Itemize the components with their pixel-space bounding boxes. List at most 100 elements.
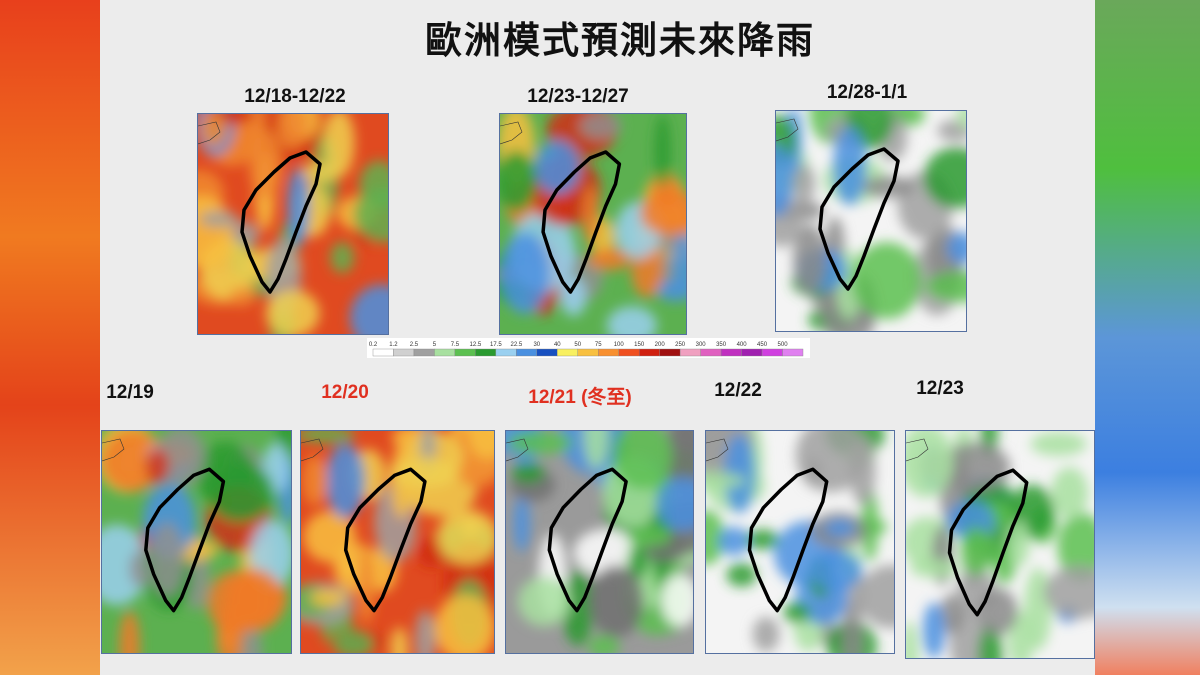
colorbar-label: 50	[574, 342, 581, 348]
rain-blob	[414, 610, 436, 653]
rain-blob	[925, 270, 966, 303]
rain-blob	[207, 570, 265, 634]
colorbar-label: 100	[614, 342, 625, 348]
colorbar-label: 7.5	[451, 342, 460, 348]
color-cell	[741, 348, 763, 357]
rain-blob	[654, 114, 671, 188]
rain-blob	[922, 602, 946, 658]
rain-blob	[573, 528, 640, 577]
taiwan-outline	[547, 467, 628, 613]
coastline	[506, 438, 529, 462]
color-cell	[618, 348, 640, 357]
rain-map	[775, 110, 967, 332]
rain-blob	[746, 529, 779, 550]
colorbar-label: 1.2	[389, 342, 398, 348]
taiwan-outline	[541, 150, 622, 294]
colorbar-label: 200	[655, 342, 666, 348]
panel-label: 12/28-1/1	[826, 82, 908, 103]
rain-blob	[436, 509, 494, 565]
color-cell	[372, 348, 394, 357]
color-cell	[700, 348, 722, 357]
rain-blob	[706, 509, 725, 566]
rain-field	[198, 114, 388, 334]
rain-blob	[650, 173, 681, 207]
rain-blob	[228, 287, 255, 306]
rain-blob	[265, 289, 320, 334]
rain-blob	[587, 248, 631, 271]
rain-blob	[792, 164, 816, 203]
colorbar-label: 2.5	[410, 342, 419, 348]
rain-blob	[1057, 512, 1094, 582]
panel-label: 12/21 (冬至)	[528, 387, 632, 408]
panel-label: 12/18-12/22	[244, 86, 346, 107]
color-cell	[516, 348, 538, 357]
rain-map	[505, 430, 694, 654]
rain-blob	[500, 150, 537, 212]
rain-blob	[388, 456, 459, 489]
rain-blob	[833, 126, 867, 206]
taiwan-outline	[240, 150, 322, 294]
slide-title: 歐洲模式預測未來降雨	[425, 19, 815, 62]
rain-blob	[467, 431, 494, 460]
rain-blob	[507, 431, 573, 455]
rain-blob	[511, 463, 545, 484]
panel-label: 12/22	[714, 380, 762, 401]
colorbar: 0.2 1.2 2.5 5 7.5 12.5 17.5 22.5 30 40 50 75 100 150 2…	[367, 338, 810, 358]
coastline	[500, 121, 523, 145]
rain-blob	[145, 447, 170, 484]
color-cell	[577, 348, 599, 357]
coastline	[102, 438, 125, 462]
colorbar-label: 150	[634, 342, 645, 348]
rain-blob	[119, 610, 140, 653]
rain-blob	[249, 129, 282, 200]
rain-blob	[1007, 520, 1030, 567]
color-cell	[782, 348, 804, 357]
rain-blob	[706, 472, 746, 489]
colorbar-label: 17.5	[490, 342, 502, 348]
rain-blob	[206, 462, 275, 522]
rain-field	[506, 431, 693, 653]
rain-map	[300, 430, 495, 654]
colorbar-label: 500	[778, 342, 789, 348]
rain-blob	[752, 616, 780, 652]
coastline	[706, 438, 729, 462]
taiwan-outline	[818, 147, 900, 291]
rain-blob	[588, 564, 644, 638]
colorbar-graphic: 0.2 1.2 2.5 5 7.5 12.5 17.5 22.5 30 40 50 75 100 150 2…	[369, 342, 804, 357]
rain-blob	[626, 525, 672, 548]
color-cell	[761, 348, 783, 357]
panel-label: 12/23-12/27	[527, 86, 629, 107]
rain-blob	[1043, 565, 1094, 619]
color-cell	[393, 348, 415, 357]
colorbar-label: 40	[554, 342, 561, 348]
rain-blob	[434, 594, 494, 653]
rain-blob	[353, 186, 388, 243]
rain-blob	[957, 111, 966, 130]
rain-blob	[923, 147, 966, 209]
colorbar-label: 400	[737, 342, 748, 348]
rain-blob	[656, 279, 686, 302]
rain-field	[301, 431, 494, 653]
rain-blob	[851, 242, 922, 319]
color-cell	[475, 348, 497, 357]
rain-blob	[330, 242, 354, 274]
rain-blob	[303, 511, 357, 563]
colorbar-label: 0.2	[369, 342, 378, 348]
rain-blob	[655, 477, 693, 532]
rain-map	[705, 430, 895, 654]
rain-blob	[325, 443, 366, 520]
rain-blob	[862, 175, 914, 199]
rain-blob	[156, 431, 206, 487]
rain-blob	[824, 519, 856, 537]
rain-blob	[723, 433, 756, 514]
rain-blob	[718, 526, 750, 556]
colorbar-label: 300	[696, 342, 707, 348]
rain-blob	[513, 496, 531, 552]
panel-label: 12/19	[106, 382, 154, 403]
rain-blob	[239, 627, 263, 653]
rain-blob	[149, 522, 185, 598]
rain-blob	[200, 114, 227, 148]
coastline	[198, 121, 221, 145]
colorbar-label: 30	[533, 342, 540, 348]
rain-blob	[960, 526, 992, 576]
